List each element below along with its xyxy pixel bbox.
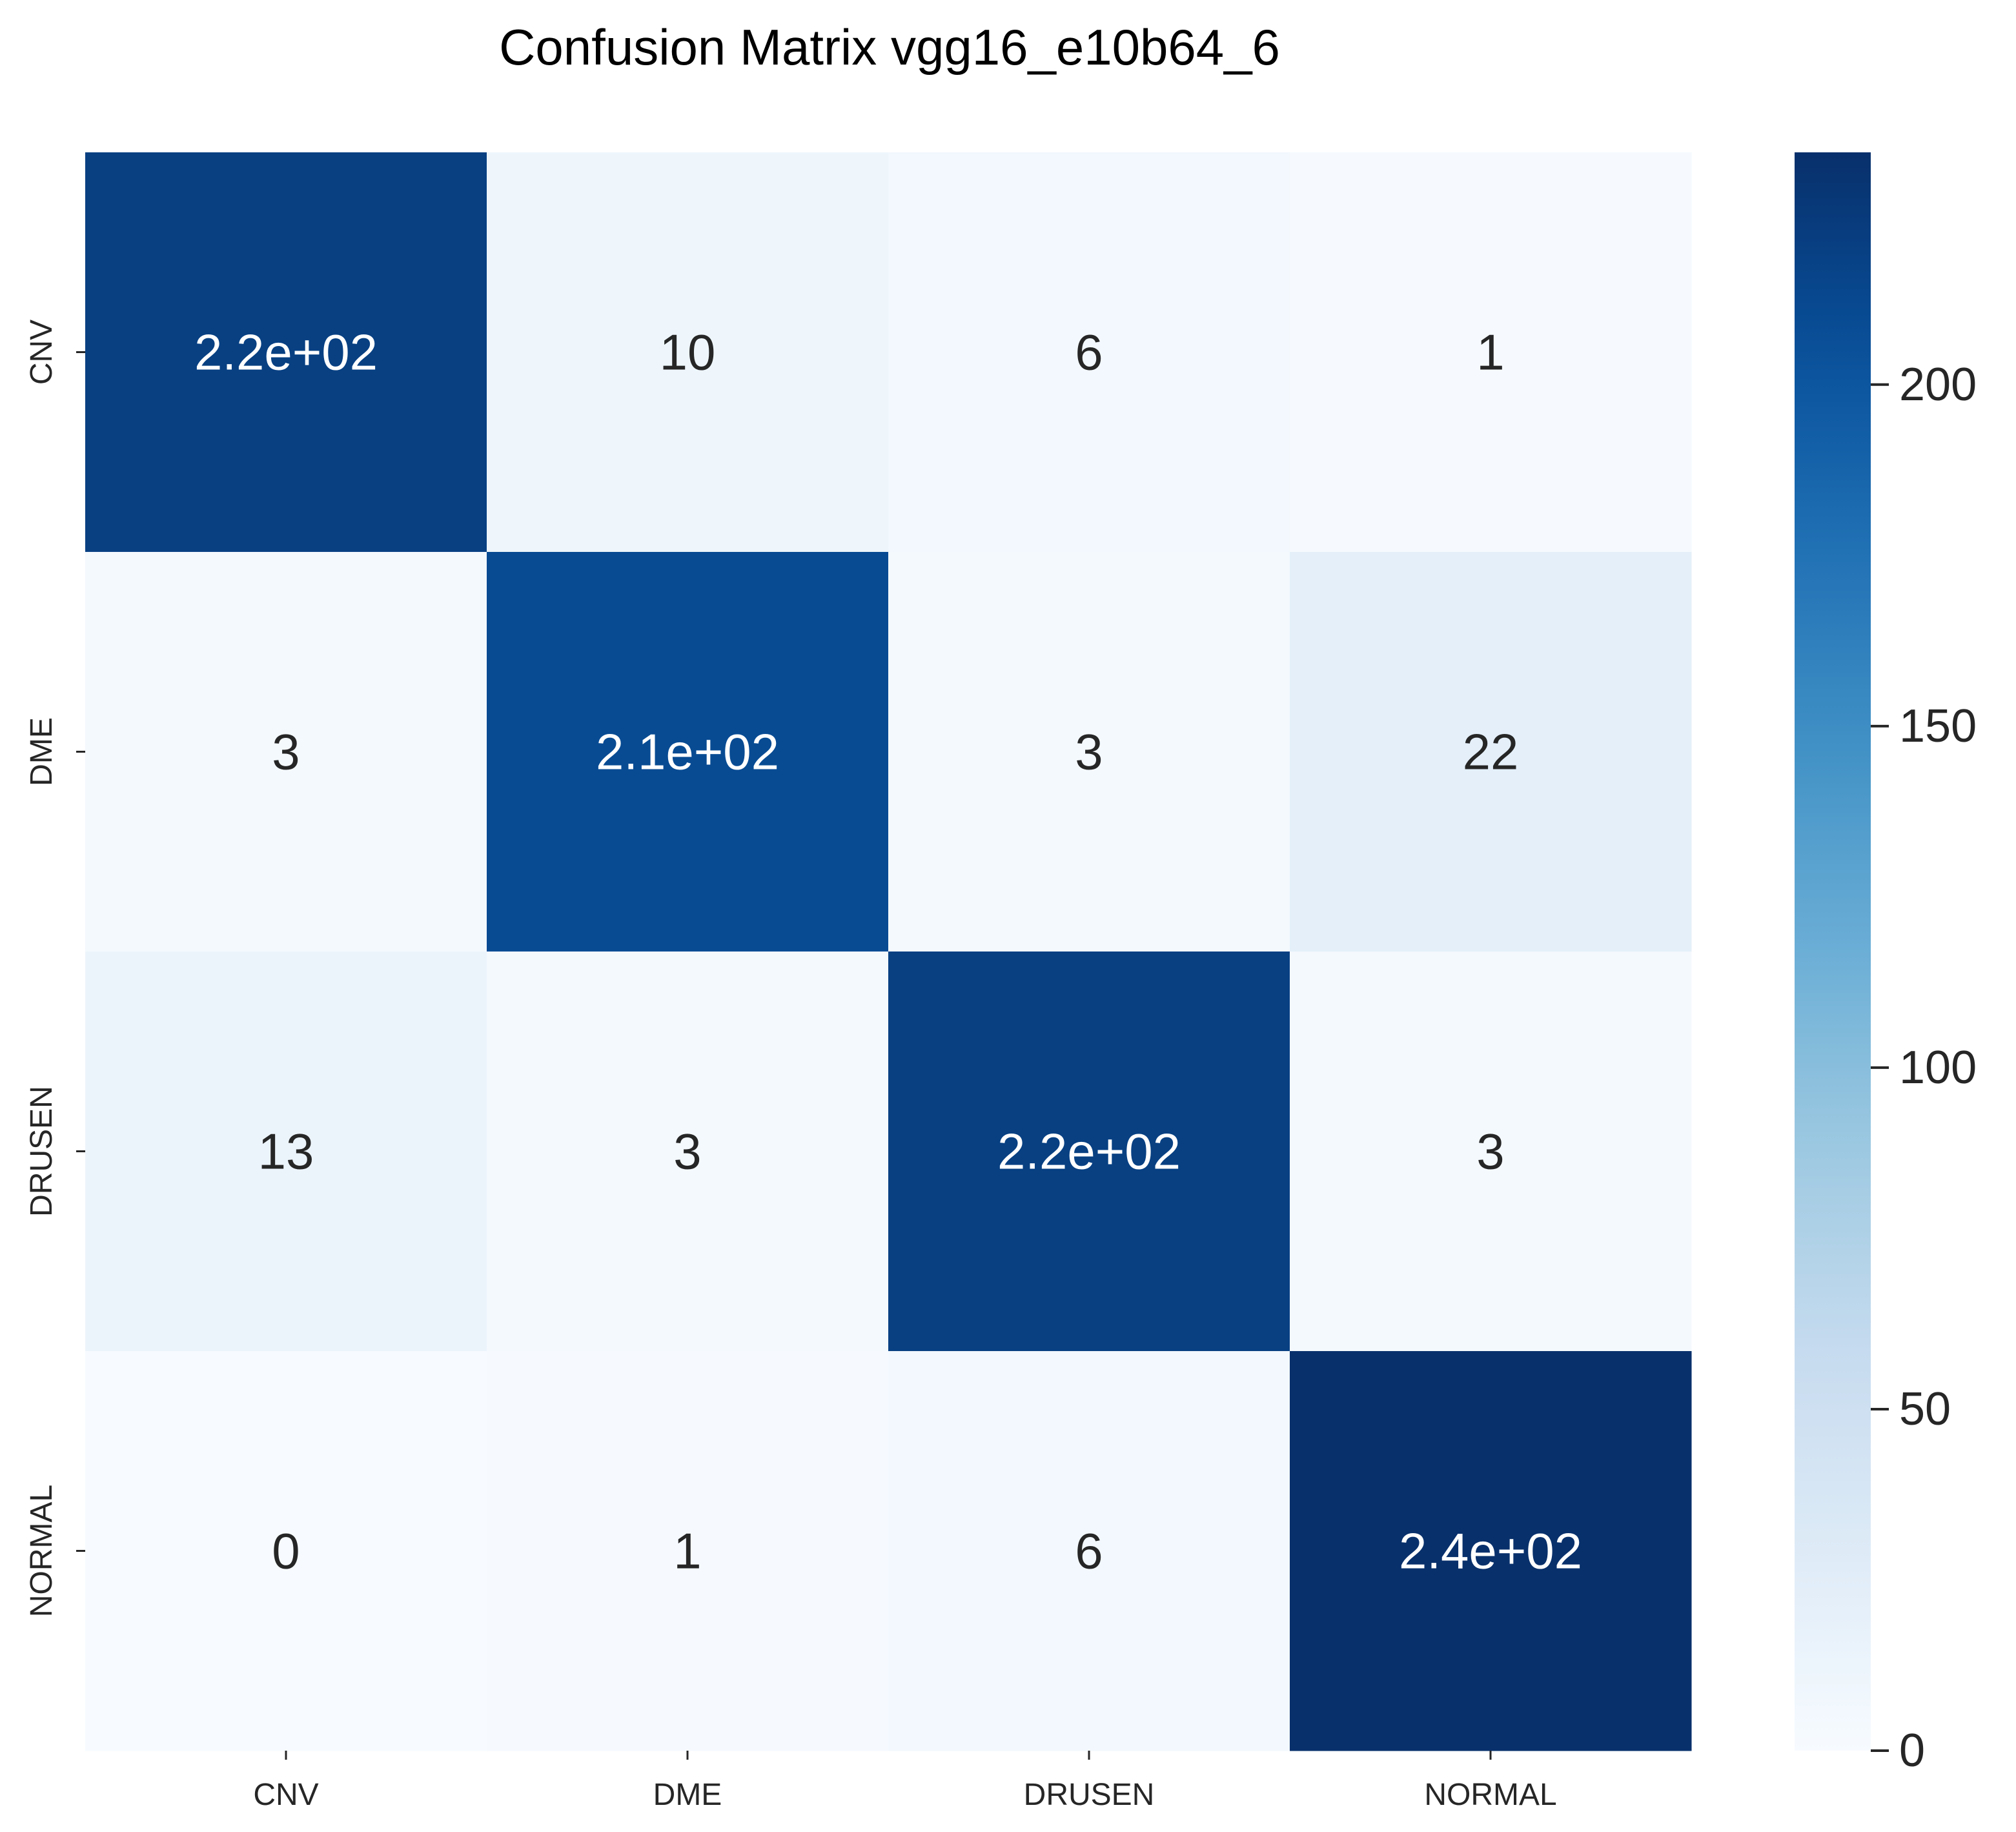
x-axis: CNV DME DRUSEN NORMAL bbox=[253, 1751, 1557, 1812]
cell-label-drusen-cnv: 13 bbox=[258, 1123, 314, 1180]
x-tick-label-cnv: CNV bbox=[253, 1778, 318, 1812]
cell-label-drusen-drusen: 2.2e+02 bbox=[997, 1123, 1181, 1180]
cell-label-normal-cnv: 0 bbox=[272, 1523, 300, 1580]
y-tick-label-normal: NORMAL bbox=[25, 1485, 59, 1617]
colorbar-ticks: 0 50 100 150 200 bbox=[1871, 359, 1977, 1776]
x-tick-label-drusen: DRUSEN bbox=[1024, 1778, 1155, 1812]
cell-dme-dme bbox=[487, 552, 889, 952]
cell-cnv-drusen bbox=[888, 152, 1290, 553]
cell-label-cnv-drusen: 6 bbox=[1075, 324, 1103, 381]
y-tick-label-cnv: CNV bbox=[25, 320, 59, 385]
cell-label-normal-drusen: 6 bbox=[1075, 1523, 1103, 1580]
cell-normal-normal bbox=[1290, 1351, 1692, 1751]
cell-cnv-normal bbox=[1290, 152, 1692, 553]
cell-normal-dme bbox=[487, 1351, 889, 1751]
colorbar-gradient-bar bbox=[1795, 152, 1871, 1751]
cell-label-dme-cnv: 3 bbox=[272, 724, 300, 780]
cell-dme-cnv bbox=[85, 552, 487, 952]
cell-label-normal-normal: 2.4e+02 bbox=[1399, 1523, 1582, 1580]
x-tick-label-normal: NORMAL bbox=[1424, 1778, 1556, 1812]
colorbar-tick-label-50: 50 bbox=[1899, 1383, 1951, 1435]
cell-label-cnv-cnv: 2.2e+02 bbox=[194, 324, 378, 381]
colorbar-tick-label-150: 150 bbox=[1899, 700, 1977, 752]
cell-label-cnv-dme: 10 bbox=[660, 324, 716, 381]
cell-label-dme-normal: 22 bbox=[1463, 724, 1519, 780]
cell-cnv-cnv bbox=[85, 152, 487, 553]
cell-normal-cnv bbox=[85, 1351, 487, 1751]
y-axis: CNV DME DRUSEN NORMAL bbox=[25, 320, 85, 1617]
colorbar-tick-label-100: 100 bbox=[1899, 1042, 1977, 1094]
colorbar-tick-label-200: 200 bbox=[1899, 359, 1977, 411]
cell-cnv-dme bbox=[487, 152, 889, 553]
cell-label-drusen-normal: 3 bbox=[1476, 1123, 1504, 1180]
chart-title: Confusion Matrix vgg16_e10b64_6 bbox=[499, 19, 1280, 76]
cell-label-dme-drusen: 3 bbox=[1075, 724, 1103, 780]
cell-label-cnv-normal: 1 bbox=[1476, 324, 1504, 381]
x-tick-label-dme: DME bbox=[653, 1778, 722, 1812]
cell-label-normal-dme: 1 bbox=[673, 1523, 701, 1580]
cell-drusen-drusen bbox=[888, 952, 1290, 1352]
y-tick-label-dme: DME bbox=[25, 717, 59, 786]
cell-drusen-normal bbox=[1290, 952, 1692, 1352]
cell-drusen-cnv bbox=[85, 952, 487, 1352]
cell-dme-drusen bbox=[888, 552, 1290, 952]
colorbar: 0 50 100 150 200 bbox=[1795, 152, 1977, 1776]
cell-drusen-dme bbox=[487, 952, 889, 1352]
y-tick-label-drusen: DRUSEN bbox=[25, 1086, 59, 1217]
colorbar-tick-label-0: 0 bbox=[1899, 1725, 1925, 1776]
cell-label-dme-dme: 2.1e+02 bbox=[596, 724, 779, 780]
cell-normal-drusen bbox=[888, 1351, 1290, 1751]
cell-dme-normal bbox=[1290, 552, 1692, 952]
cell-label-drusen-dme: 3 bbox=[673, 1123, 701, 1180]
heatmap-cells bbox=[85, 152, 1692, 1751]
